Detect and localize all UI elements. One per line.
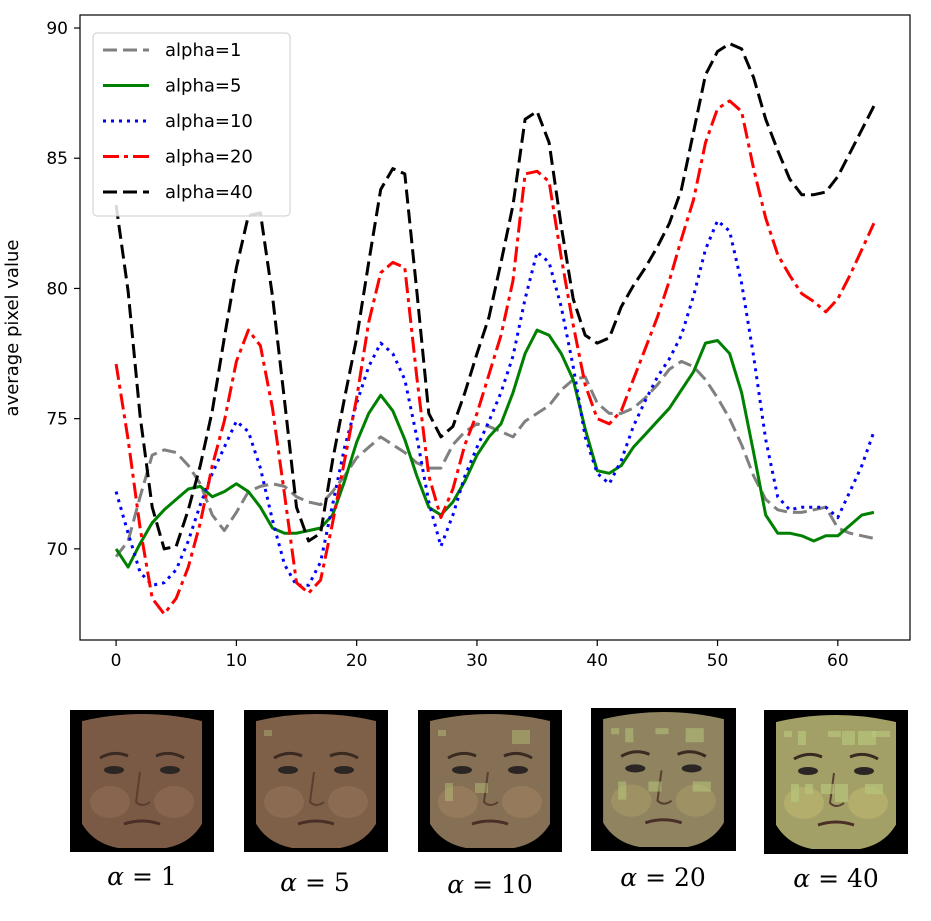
- face-illustration: [418, 710, 562, 852]
- face-caption-alpha-10: α = 10: [410, 870, 570, 899]
- face-illustration: [70, 710, 214, 852]
- y-tick-label: 70: [46, 540, 68, 560]
- x-tick-label: 30: [466, 651, 488, 671]
- x-tick-label: 20: [346, 651, 368, 671]
- legend: alpha=1 alpha=5 alpha=10 alpha=20 alpha=40: [92, 32, 291, 217]
- face-caption-alpha-20: α = 20: [583, 863, 743, 892]
- plot-frame: [79, 14, 911, 641]
- caption-symbol: α: [447, 870, 465, 899]
- face-image-alpha-40: [764, 710, 908, 854]
- caption-value: = 5: [305, 868, 350, 897]
- y-tick-label: 80: [46, 279, 68, 299]
- face-illustration: [591, 708, 736, 851]
- legend-label: alpha=20: [165, 147, 253, 168]
- face-strip: α = 1 α = 5 α = 10 α = 20 α = 40: [0, 700, 931, 921]
- y-tick-label: 85: [46, 149, 68, 169]
- series-line-alpha-40: [114, 42, 876, 551]
- legend-label: alpha=1: [165, 40, 241, 61]
- caption-value: = 1: [132, 862, 177, 891]
- legend-box: [92, 32, 291, 217]
- face-illustration: [244, 710, 388, 852]
- legend-label: alpha=5: [165, 76, 241, 97]
- face-image-alpha-20: [591, 708, 736, 851]
- x-tick-label: 40: [586, 651, 608, 671]
- x-tick-label: 0: [111, 651, 122, 671]
- face-image-alpha-5: [244, 710, 388, 852]
- legend-label: alpha=10: [165, 111, 253, 132]
- face-image-alpha-10: [418, 710, 562, 852]
- x-tick-label: 50: [707, 651, 729, 671]
- x-tick-label: 10: [226, 651, 248, 671]
- face-caption-alpha-40: α = 40: [756, 864, 916, 893]
- line-chart: 0 10 20 30 40 50 60 70 75 80 85 90 average pixel v…: [2, 14, 911, 671]
- face-caption-alpha-5: α = 5: [235, 868, 395, 897]
- caption-value: = 40: [818, 864, 879, 893]
- caption-symbol: α: [107, 862, 125, 891]
- x-tick-label: 60: [827, 651, 849, 671]
- y-axis: 70 75 80 85 90: [46, 19, 80, 560]
- series-line-alpha-5: [114, 328, 875, 569]
- caption-symbol: α: [280, 868, 298, 897]
- legend-label: alpha=40: [165, 182, 253, 203]
- face-image-alpha-1: [70, 710, 214, 852]
- caption-symbol: α: [793, 864, 811, 893]
- face-illustration: [764, 711, 908, 853]
- y-axis-label: average pixel value: [2, 240, 23, 417]
- face-caption-alpha-1: α = 1: [62, 862, 222, 891]
- x-axis: 0 10 20 30 40 50 60: [111, 640, 849, 671]
- caption-value: = 20: [645, 863, 706, 892]
- caption-value: = 10: [472, 870, 533, 899]
- y-tick-label: 90: [46, 19, 68, 39]
- series-layer: [114, 42, 876, 616]
- caption-symbol: α: [620, 863, 638, 892]
- y-tick-label: 75: [46, 410, 68, 430]
